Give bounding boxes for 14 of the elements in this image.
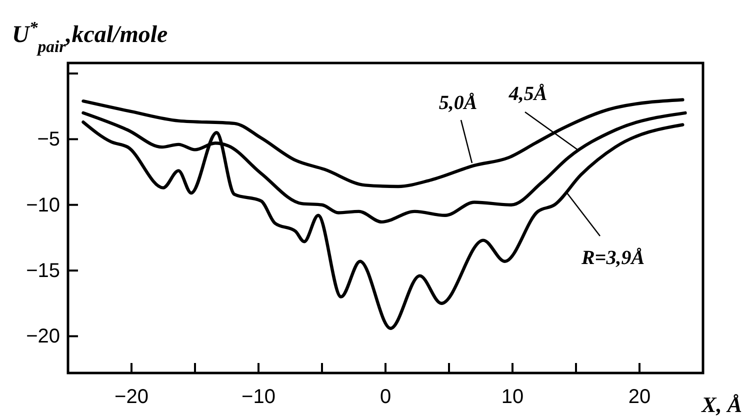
x-tick-label: 10 bbox=[501, 386, 524, 408]
y-axis-title: U$^{*}$$_{pair}$,kcal/mole bbox=[12, 18, 168, 56]
x-axis-title: X, Å bbox=[700, 392, 742, 417]
y-tick-label: −20 bbox=[26, 326, 60, 348]
x-tick-label: 0 bbox=[380, 386, 392, 408]
x-tick-label: −10 bbox=[242, 386, 276, 408]
x-tick-label: −20 bbox=[114, 386, 148, 408]
x-tick-label: 20 bbox=[628, 386, 651, 408]
y-tick-label: −10 bbox=[26, 194, 60, 216]
y-tick-label: −5 bbox=[37, 128, 60, 151]
legend-label: R=3,9Å bbox=[580, 247, 645, 269]
text: 4,5Å bbox=[508, 83, 548, 105]
text: 5,0Å bbox=[438, 92, 478, 114]
y-tick-label: −15 bbox=[26, 260, 60, 282]
